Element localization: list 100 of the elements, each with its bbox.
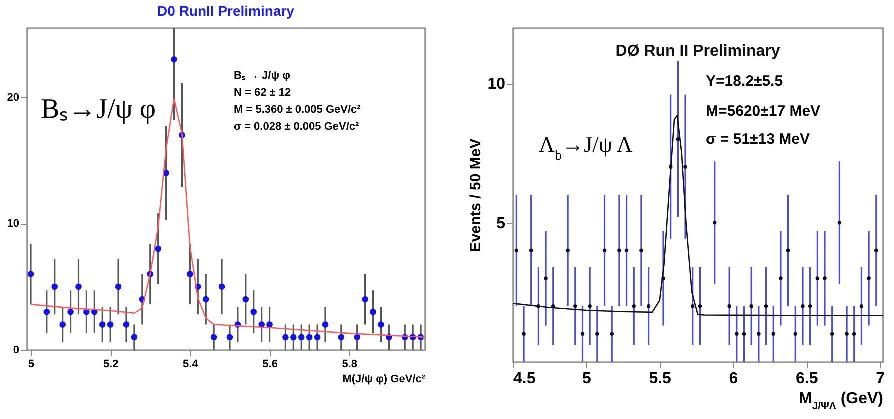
- x-tick-label: 5: [582, 370, 592, 388]
- point: [115, 284, 122, 290]
- point: [338, 334, 345, 341]
- point: [852, 332, 856, 336]
- point: [99, 322, 106, 328]
- point: [322, 322, 329, 328]
- point: [529, 248, 534, 253]
- point: [860, 304, 864, 308]
- x-tick-label: 5.4: [183, 358, 200, 370]
- y-tick-label: 20: [7, 92, 20, 104]
- point: [845, 332, 849, 336]
- annotation: σ = 51±13 MeV: [706, 131, 810, 148]
- point: [867, 276, 871, 280]
- point: [801, 304, 805, 308]
- y-axis-title: Events / 50 MeV: [468, 138, 485, 252]
- point: [544, 276, 548, 280]
- point: [816, 276, 820, 280]
- x-tick-label: 7: [876, 370, 886, 388]
- point: [378, 322, 384, 328]
- point: [202, 296, 210, 303]
- x-tick-label: 5.5: [649, 370, 672, 388]
- point: [242, 296, 250, 303]
- point: [838, 220, 842, 225]
- point: [107, 322, 114, 328]
- point: [580, 332, 585, 336]
- x-tick-label: 5.6: [262, 358, 278, 370]
- point: [742, 332, 746, 336]
- x-tick-label: 5.8: [342, 358, 358, 370]
- point: [52, 284, 58, 290]
- x-axis-title: M(J/ψ φ) GeV/c²: [342, 374, 426, 386]
- annotation: M=5620±17 MeV: [706, 103, 821, 120]
- point: [646, 304, 651, 308]
- y-tick-label: 0: [13, 344, 20, 356]
- chart-title: D0 RunII Preliminary: [158, 3, 295, 20]
- point: [764, 304, 768, 308]
- point: [226, 334, 234, 341]
- point: [676, 137, 680, 142]
- point: [522, 332, 526, 336]
- point: [566, 248, 570, 253]
- annotation: Bₛ→J/ψ φ: [41, 94, 156, 125]
- line-series: [512, 115, 884, 316]
- point: [306, 334, 313, 341]
- point: [44, 308, 50, 316]
- point: [640, 248, 644, 253]
- point: [362, 296, 368, 303]
- y-tick-label: 10: [7, 218, 20, 230]
- annotation: Bₛ → J/ψ φ: [234, 70, 291, 82]
- point: [574, 304, 578, 308]
- point: [131, 334, 138, 341]
- point: [684, 165, 688, 170]
- point: [266, 322, 273, 328]
- point: [354, 334, 360, 341]
- text: DØ Run II Preliminary: [616, 43, 780, 60]
- point: [290, 334, 297, 341]
- x-axis-title: M$_{J/ΨΛ}$ (GeV): [799, 390, 884, 412]
- point: [60, 322, 66, 328]
- point: [728, 304, 732, 308]
- y-tick-label: 10: [488, 76, 506, 94]
- point: [123, 322, 130, 328]
- point: [830, 332, 834, 336]
- point: [874, 248, 878, 253]
- x-tick-label: 5.2: [103, 358, 119, 370]
- point: [596, 332, 600, 336]
- point: [602, 248, 607, 253]
- point: [155, 246, 162, 252]
- point: [632, 304, 636, 308]
- point: [187, 271, 194, 278]
- point: [218, 284, 226, 290]
- point: [282, 334, 289, 341]
- annotation: σ = 0.028 ± 0.005 GeV/c²: [234, 121, 360, 133]
- point: [171, 56, 178, 63]
- point: [779, 276, 783, 280]
- point: [514, 248, 519, 253]
- point: [750, 304, 754, 308]
- point: [786, 248, 790, 253]
- point: [757, 332, 761, 336]
- point: [735, 332, 739, 336]
- point: [698, 304, 702, 308]
- point: [794, 332, 798, 336]
- annotation: Y=18.2±5.5: [706, 73, 784, 90]
- point: [618, 248, 622, 253]
- point: [76, 284, 82, 290]
- point: [28, 271, 34, 278]
- point: [772, 332, 776, 336]
- point: [588, 304, 592, 308]
- annotation: N = 62 ± 12: [234, 87, 292, 99]
- point: [298, 334, 305, 341]
- point: [610, 332, 614, 336]
- point: [250, 308, 258, 316]
- annotation: M = 5.360 ± 0.005 GeV/c²: [234, 104, 362, 116]
- x-tick-label: 6: [729, 370, 738, 388]
- point: [624, 248, 629, 253]
- point: [713, 220, 717, 225]
- point: [68, 308, 74, 316]
- point: [210, 334, 218, 341]
- point: [823, 276, 827, 280]
- annotation: Λ$_{b}$→J/ψ Λ: [539, 132, 633, 164]
- point: [314, 334, 321, 341]
- point: [808, 304, 812, 308]
- x-tick-label: 6.5: [796, 370, 818, 388]
